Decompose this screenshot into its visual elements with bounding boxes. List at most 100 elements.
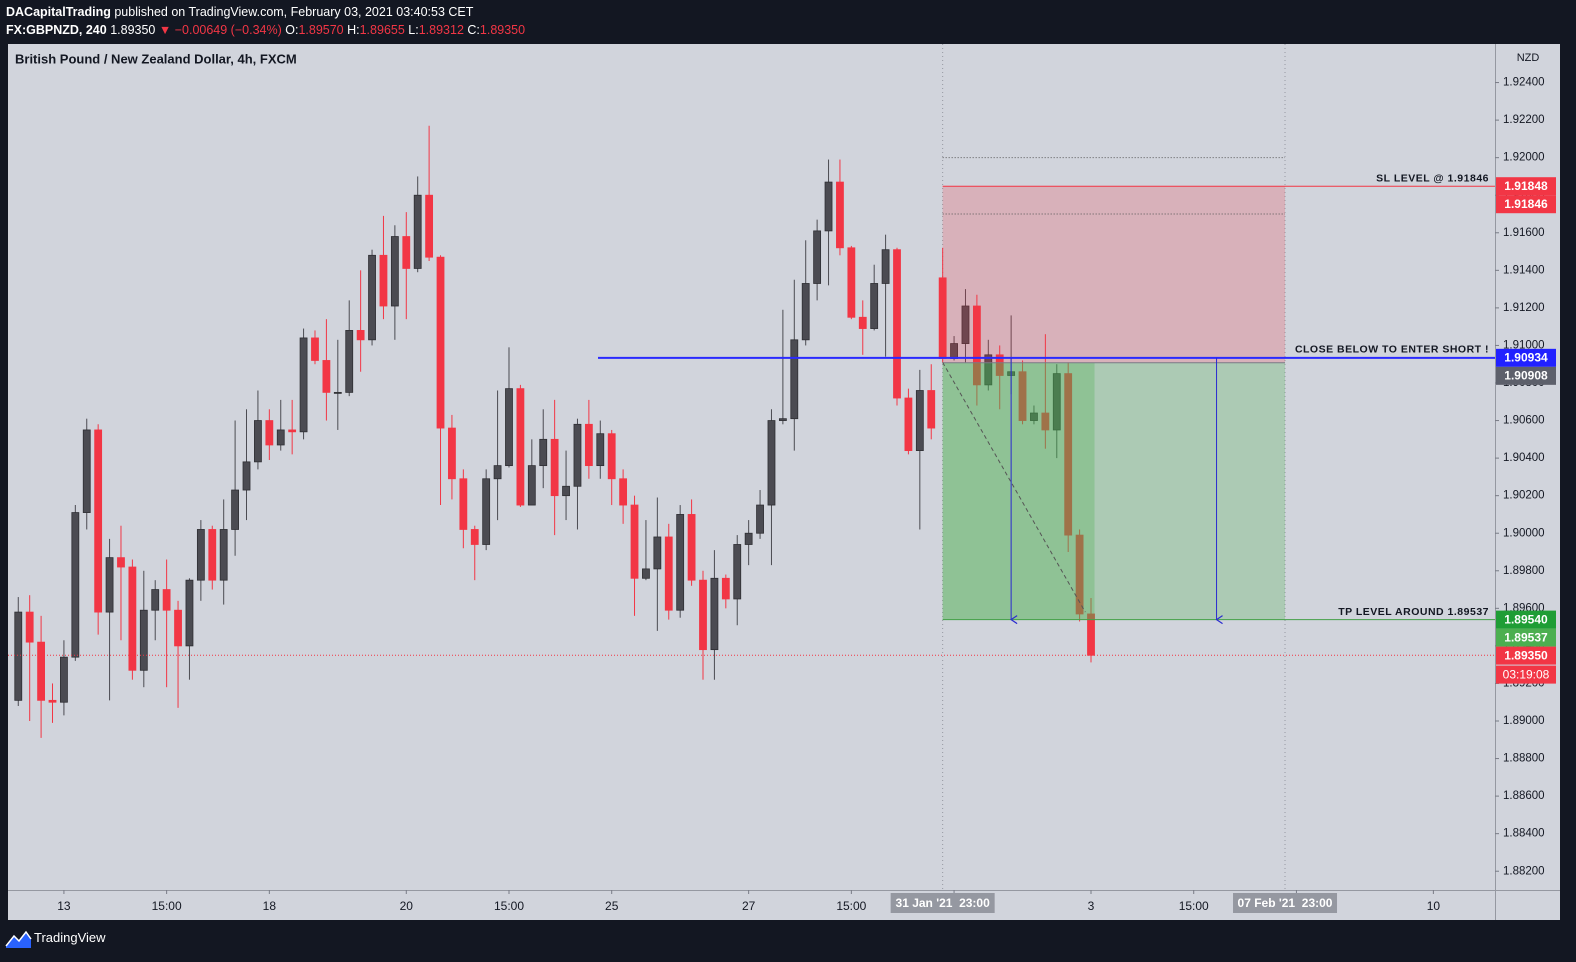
candle-body <box>368 254 376 341</box>
time-tag <box>890 893 995 913</box>
logo <box>5 930 32 948</box>
candle-body <box>390 236 399 307</box>
candle-body <box>436 256 445 429</box>
ohlc-label: H: <box>347 23 360 37</box>
currency: NZD <box>1517 52 1540 64</box>
candle-body <box>505 388 513 467</box>
y-tick-label: 1.91200 <box>1503 302 1545 314</box>
candle-body <box>1018 371 1027 421</box>
y-tick-label: 1.88200 <box>1503 865 1545 877</box>
candle-body <box>824 181 833 232</box>
price-tag <box>1496 646 1556 665</box>
candle-body <box>699 579 707 651</box>
candle-body <box>858 316 867 329</box>
candle-body <box>778 418 787 421</box>
last-price: 1.89350 <box>110 23 156 37</box>
price-tag-label: 1.89537 <box>1504 630 1548 644</box>
candle-body <box>756 504 764 534</box>
candle-body <box>48 699 57 703</box>
x-tick-label: 15:00 <box>836 899 866 913</box>
candle-body <box>573 423 582 487</box>
candle-body <box>607 433 616 480</box>
candle-body <box>1087 613 1095 656</box>
x-tick-label: 3 <box>1088 899 1095 913</box>
candle-body <box>139 609 148 671</box>
ohlc-value: 1.89655 <box>359 23 405 37</box>
y-tick-label: 1.88400 <box>1503 828 1545 840</box>
candle-body <box>425 194 434 258</box>
candle-body <box>1052 373 1061 431</box>
author: DACapitalTrading <box>6 5 111 19</box>
symbol: FX:GBPNZD, 240 <box>6 23 107 37</box>
candle-body <box>356 330 365 341</box>
candle-body <box>402 236 411 269</box>
candle-body <box>539 438 548 467</box>
target-zone-active <box>942 362 1095 620</box>
candle-body <box>128 566 137 671</box>
candle-body <box>379 254 388 307</box>
candle-body <box>162 589 171 611</box>
candle-body <box>117 557 125 568</box>
candle-body <box>482 478 491 545</box>
candle-body <box>265 420 274 446</box>
price-tag-label: 1.91846 <box>1504 197 1548 211</box>
candle-body <box>151 589 160 611</box>
price-tag-label: 1.91848 <box>1504 179 1548 193</box>
candle-body <box>813 230 822 284</box>
price-tag-label: 1.89540 <box>1504 612 1548 626</box>
candle-body <box>196 529 205 581</box>
target-zone <box>942 362 1286 620</box>
candle-body <box>676 514 685 611</box>
candle-body <box>299 337 308 433</box>
candle-body <box>493 465 502 480</box>
x-tick-label: 15:00 <box>152 899 182 913</box>
candle-body <box>37 641 45 701</box>
ohlc-value: 1.89570 <box>298 23 344 37</box>
candle-body <box>288 429 297 433</box>
symbol-line: FX:GBPNZD, 240 1.89350 ▼ −0.00649 (−0.34… <box>6 23 525 37</box>
y-tick-label: 1.88600 <box>1503 790 1545 802</box>
ohlc-label: O: <box>285 23 299 37</box>
candle-body <box>459 478 468 530</box>
chart-title: British Pound / New Zealand Dollar, 4h, … <box>15 51 297 66</box>
x-tick-label: 10 <box>1427 899 1441 913</box>
candle-body <box>767 420 776 506</box>
footer-brand: TradingView <box>34 930 106 945</box>
candle-body <box>984 354 993 386</box>
price-tag-label: 1.90908 <box>1504 369 1548 383</box>
candle-body <box>1030 412 1038 421</box>
candle-body <box>105 557 114 613</box>
ohlc-value: 1.89312 <box>418 23 464 37</box>
candle-body <box>584 423 593 467</box>
candle-body <box>550 438 559 497</box>
stop-zone <box>942 186 1286 363</box>
candle-body <box>596 433 605 467</box>
candle-body <box>276 429 285 446</box>
x-tick-label: 15:00 <box>1179 899 1209 913</box>
candle-body <box>71 512 80 658</box>
annotation: TP LEVEL AROUND 1.89537 <box>1338 606 1489 618</box>
candle-body <box>82 429 91 513</box>
x-tick-label: 15:00 <box>494 899 524 913</box>
candle-body <box>687 514 696 581</box>
candle-body <box>94 429 103 613</box>
candle-body <box>208 529 217 581</box>
candle-body <box>790 339 799 420</box>
annotation: CLOSE BELOW TO ENTER SHORT ! <box>1295 344 1489 356</box>
candle-body <box>721 577 730 600</box>
candle-body <box>664 536 673 611</box>
candle-body <box>311 337 319 361</box>
annotation: SL LEVEL @ 1.91846 <box>1376 172 1489 184</box>
candle-body <box>710 577 719 651</box>
candle-body <box>345 330 354 393</box>
projection-line <box>942 362 1086 613</box>
candle-body <box>1041 412 1050 431</box>
y-tick-label: 1.89800 <box>1503 565 1545 577</box>
candle-body <box>904 397 913 451</box>
y-tick-label: 1.91400 <box>1503 264 1545 276</box>
x-tick-label: 18 <box>263 899 277 913</box>
publish-line: DACapitalTrading published on TradingVie… <box>6 5 473 19</box>
candle-body <box>562 485 570 497</box>
